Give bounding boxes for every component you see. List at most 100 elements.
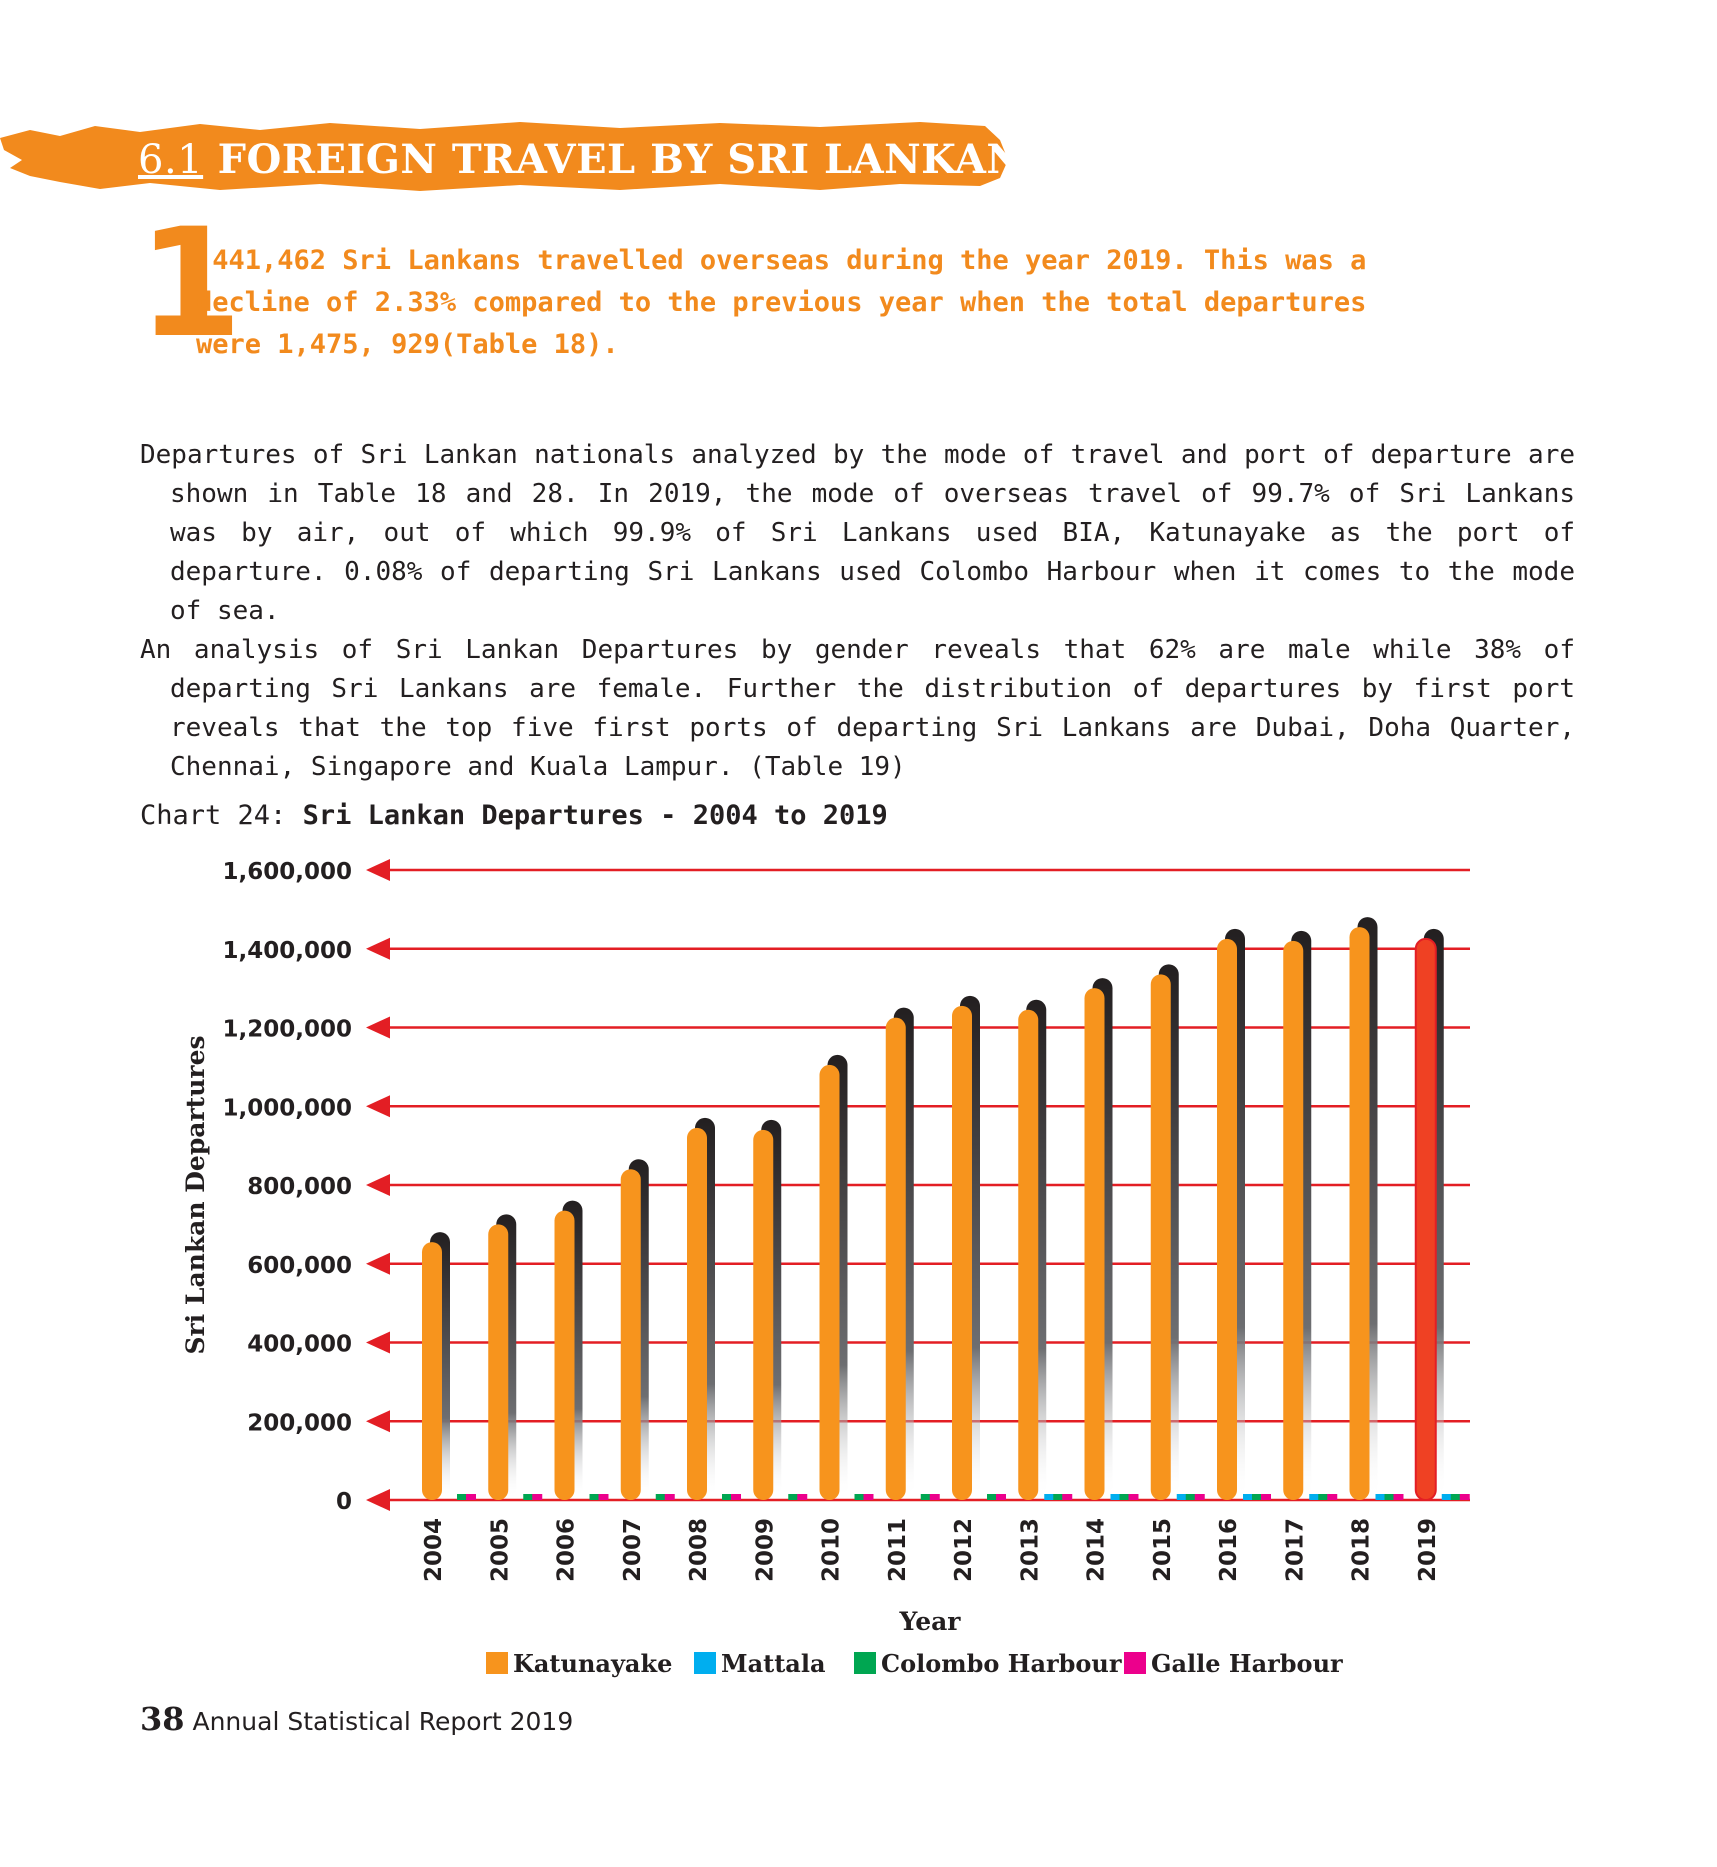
bar-katunayake	[1084, 988, 1105, 1500]
legend-swatch-colombo-harbour	[854, 1652, 876, 1674]
bar-galle-harbour	[532, 1494, 543, 1500]
x-tick-label: 2012	[951, 1518, 977, 1582]
bar-katunayake	[885, 1017, 906, 1500]
x-tick-label: 2006	[554, 1518, 580, 1582]
chart-caption-title: Sri Lankan Departures - 2004 to 2019	[302, 800, 888, 831]
gridline-arrow	[366, 1410, 390, 1433]
bar-colombo-harbour	[589, 1494, 600, 1500]
bar-mattala	[1309, 1494, 1320, 1500]
legend-swatch-katunayake	[486, 1652, 508, 1674]
chart-caption: Chart 24: Sri Lankan Departures - 2004 t…	[140, 800, 888, 831]
bar-katunayake	[422, 1242, 442, 1500]
bar-colombo-harbour	[1053, 1494, 1064, 1500]
bar-katunayake	[1414, 937, 1437, 1501]
x-tick-label: 2005	[487, 1518, 513, 1582]
x-tick-label: 2017	[1282, 1518, 1308, 1582]
bar-galle-harbour	[929, 1494, 940, 1500]
bar-galle-harbour	[731, 1494, 741, 1500]
bar-katunayake	[488, 1224, 509, 1500]
y-tick-label: 400,000	[247, 1332, 352, 1358]
body-text: Departures of Sri Lankan nationals analy…	[140, 436, 1575, 787]
x-tick-label: 2011	[885, 1518, 911, 1582]
bar-galle-harbour	[1327, 1494, 1338, 1500]
x-tick-label: 2009	[752, 1518, 778, 1582]
section-heading: 6.1 FOREIGN TRAVEL BY SRI LANKANS	[138, 136, 1053, 183]
bar-galle-harbour	[664, 1494, 675, 1500]
paragraph-mode-of-travel: Departures of Sri Lankan nationals analy…	[140, 440, 1575, 626]
section-title: FOREIGN TRAVEL BY SRI LANKANS	[217, 136, 1053, 183]
departures-chart: 0 200,000 400,000 600,000 800,000 1,000,000 1,…	[0, 840, 1717, 1700]
bar-katunayake	[1283, 940, 1304, 1500]
section-banner	[0, 120, 1010, 192]
bar-colombo-harbour	[920, 1494, 931, 1500]
gridline-arrow	[366, 1095, 390, 1118]
bar-katunayake	[1018, 1009, 1039, 1500]
report-title: Annual Statistical Report 2019	[192, 1707, 574, 1736]
bar-katunayake	[554, 1210, 575, 1500]
gridline-arrow	[366, 1252, 390, 1275]
x-tick-label: 2008	[686, 1518, 712, 1582]
gridline-arrow	[366, 859, 390, 881]
bar-galle-harbour	[466, 1494, 476, 1500]
legend-label-galle-harbour: Galle Harbour	[1151, 1649, 1343, 1678]
y-tick-label: 1,400,000	[223, 938, 353, 964]
bar-mattala	[1441, 1494, 1452, 1500]
bar-colombo-harbour	[1384, 1494, 1395, 1500]
bar-galle-harbour	[1194, 1494, 1205, 1500]
intro-line: were 1,475, 929(Table 18).	[196, 329, 619, 360]
bar-galle-harbour	[598, 1494, 609, 1500]
y-tick-label: 1,000,000	[223, 1095, 353, 1121]
bar-katunayake	[1217, 938, 1237, 1500]
legend-label-colombo-harbour: Colombo Harbour	[881, 1649, 1122, 1678]
bar-katunayake	[819, 1064, 840, 1500]
legend-label-mattala: Mattala	[721, 1649, 826, 1678]
paragraph-gender-analysis: An analysis of Sri Lankan Departures by …	[140, 635, 1575, 782]
x-axis-title: Year	[899, 1607, 962, 1636]
drop-cap: 1	[138, 197, 243, 371]
intro-paragraph: ,441,462 Sri Lankans travelled overseas …	[196, 240, 1426, 366]
bar-colombo-harbour	[1119, 1494, 1130, 1500]
bar-galle-harbour	[996, 1494, 1006, 1500]
x-tick-label: 2019	[1415, 1518, 1441, 1582]
bar-colombo-harbour	[655, 1494, 666, 1500]
gridline-arrow	[366, 1331, 390, 1354]
bar-mattala	[1044, 1494, 1055, 1500]
y-tick-label: 200,000	[247, 1410, 352, 1436]
y-tick-label: 800,000	[247, 1174, 352, 1200]
gridline-arrow	[366, 1016, 390, 1039]
section-number: 6.1	[138, 137, 204, 183]
bar-colombo-harbour	[788, 1494, 799, 1500]
bar-katunayake	[1349, 927, 1370, 1500]
gridline-arrow	[366, 1174, 390, 1196]
bar-galle-harbour	[1128, 1494, 1139, 1500]
chart-svg: 0 200,000 400,000 600,000 800,000 1,000,000 1,…	[181, 859, 1470, 1678]
brush-stroke-background	[0, 122, 1008, 191]
bar-colombo-harbour	[722, 1494, 732, 1500]
gridline-arrow	[366, 1489, 390, 1511]
bar-colombo-harbour	[987, 1494, 997, 1500]
bar-colombo-harbour	[1318, 1494, 1329, 1500]
legend-swatch-galle-harbour	[1124, 1652, 1146, 1674]
bar-galle-harbour	[1261, 1494, 1271, 1500]
chart-caption-prefix: Chart 24:	[140, 800, 303, 831]
bar-colombo-harbour	[1450, 1494, 1461, 1500]
bar-galle-harbour	[863, 1494, 874, 1500]
x-tick-label: 2016	[1216, 1518, 1242, 1582]
bar-mattala	[1110, 1494, 1121, 1500]
bar-katunayake	[753, 1129, 774, 1500]
bar-galle-harbour	[1459, 1494, 1470, 1500]
y-tick-label: 0	[336, 1489, 352, 1515]
legend-swatch-mattala	[694, 1652, 716, 1674]
bar-colombo-harbour	[1185, 1494, 1196, 1500]
legend-label-katunayake: Katunayake	[513, 1649, 672, 1678]
bar-mattala	[1243, 1494, 1253, 1500]
x-tick-label: 2018	[1349, 1518, 1375, 1582]
bar-galle-harbour	[797, 1494, 808, 1500]
bar-colombo-harbour	[523, 1494, 534, 1500]
bar-colombo-harbour	[854, 1494, 865, 1500]
x-tick-label: 2010	[819, 1518, 845, 1582]
page-footer: 38 Annual Statistical Report 2019	[140, 1700, 573, 1738]
y-tick-label: 600,000	[247, 1253, 352, 1279]
bar-galle-harbour	[1062, 1494, 1073, 1500]
x-tick-label: 2013	[1017, 1518, 1043, 1582]
